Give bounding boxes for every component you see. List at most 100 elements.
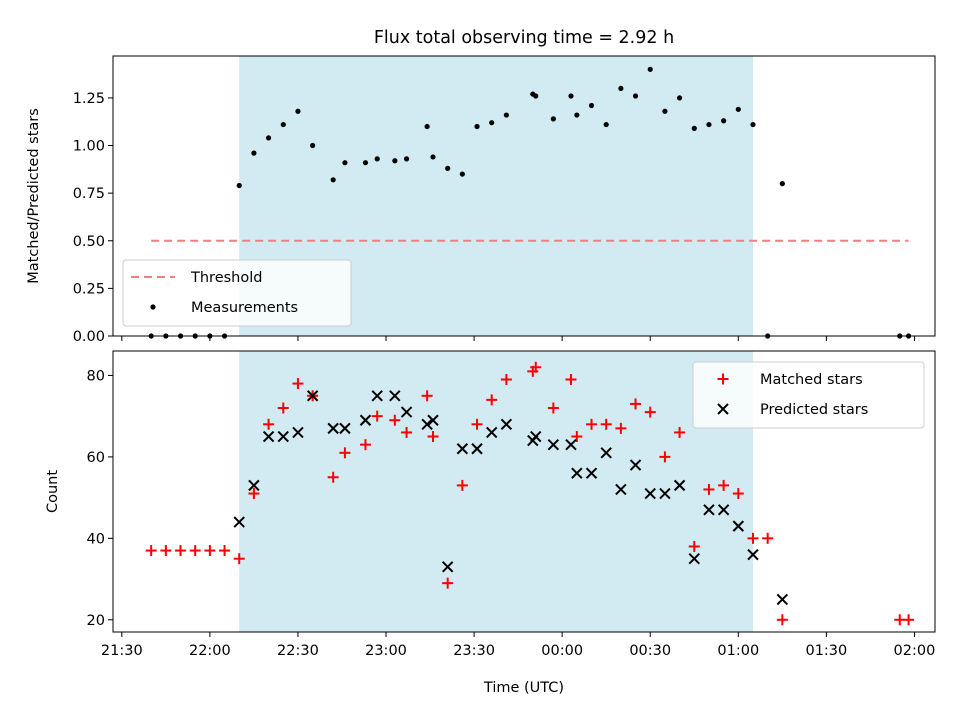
predicted-star-point bbox=[427, 414, 439, 426]
predicted-star-point bbox=[629, 459, 642, 471]
measurement-point bbox=[489, 120, 495, 126]
measurement-point bbox=[721, 118, 727, 124]
legend-predicted-swatch bbox=[717, 403, 729, 415]
bottom-y-tick-label: 20 bbox=[87, 613, 105, 629]
predicted-star-point bbox=[500, 418, 513, 431]
x-tick-label: 00:00 bbox=[541, 643, 583, 659]
predicted-star-point bbox=[585, 467, 598, 479]
bottom-legend-box bbox=[692, 361, 925, 429]
legend-matched-swatch bbox=[717, 373, 729, 385]
measurement-point bbox=[735, 106, 741, 112]
top-y-tick-label: 1.00 bbox=[73, 139, 105, 155]
predicted-star-point bbox=[571, 467, 583, 479]
predicted-star-point bbox=[673, 479, 686, 492]
measurement-point bbox=[568, 93, 574, 99]
predicted-star-point bbox=[359, 414, 372, 426]
measurement-point bbox=[706, 121, 712, 128]
predicted-star-point bbox=[547, 438, 560, 451]
measurement-point bbox=[533, 93, 539, 99]
predicted-star-point bbox=[747, 548, 759, 561]
matched-star-point bbox=[776, 614, 788, 626]
x-axis-label: Time (UTC) bbox=[483, 680, 564, 696]
matched-star-point bbox=[421, 390, 433, 402]
measurement-point bbox=[588, 102, 595, 109]
bottom-y-tick-label: 40 bbox=[87, 531, 105, 547]
measurement-point bbox=[251, 150, 257, 156]
matched-star-point bbox=[703, 483, 715, 495]
bottom-chart-panel: 20 40 60 80 21:30 22:00 22:30 23:00 23:30 00:00 0… bbox=[45, 350, 936, 696]
predicted-star-point bbox=[688, 552, 700, 565]
predicted-star-point bbox=[615, 483, 627, 496]
top-y-tick-label: 0.25 bbox=[73, 281, 105, 297]
matched-star-point bbox=[263, 418, 275, 430]
matched-star-point bbox=[486, 394, 498, 406]
matched-star-point bbox=[762, 532, 774, 544]
matched-star-point bbox=[401, 426, 413, 438]
matched-star-point bbox=[145, 545, 157, 557]
matched-star-point bbox=[371, 410, 383, 422]
chart-title: Flux total observing time = 2.92 h bbox=[374, 28, 674, 48]
matched-star-point bbox=[327, 471, 339, 483]
predicted-star-point bbox=[717, 504, 730, 516]
matched-star-point bbox=[644, 406, 656, 418]
x-tick-label: 02:00 bbox=[894, 643, 936, 659]
predicted-star-point bbox=[441, 561, 454, 573]
predicted-star-point bbox=[565, 438, 577, 451]
top-y-tick-label: 1.25 bbox=[73, 91, 105, 107]
measurement-point bbox=[392, 158, 398, 164]
bottom-y-tick-label: 60 bbox=[87, 450, 105, 466]
matched-star-point bbox=[530, 361, 542, 373]
matched-star-point bbox=[442, 577, 454, 589]
x-tick-label: 22:30 bbox=[277, 643, 319, 659]
predicted-star-point bbox=[471, 443, 483, 455]
matched-star-point bbox=[248, 488, 260, 500]
predicted-star-point bbox=[339, 422, 351, 435]
x-tick-label: 01:30 bbox=[805, 643, 847, 659]
measurement-point bbox=[676, 95, 683, 101]
bottom-y-axis-label: Count bbox=[45, 470, 61, 513]
measurement-point bbox=[445, 165, 451, 171]
matched-star-point bbox=[339, 447, 351, 459]
predicted-star-point bbox=[371, 390, 383, 402]
matched-star-point bbox=[565, 374, 577, 386]
measurement-point bbox=[474, 123, 480, 130]
top-y-tick-label: 0.50 bbox=[73, 234, 105, 250]
top-legend-box bbox=[122, 259, 352, 327]
predicted-star-point bbox=[400, 406, 413, 418]
predicted-star-point bbox=[277, 430, 289, 443]
predicted-star-point bbox=[292, 426, 304, 439]
measurement-point bbox=[424, 123, 430, 130]
matched-star-point bbox=[292, 378, 304, 390]
measurement-point bbox=[342, 160, 348, 166]
predicted-star-point bbox=[659, 487, 671, 500]
predicted-star-point bbox=[456, 443, 469, 455]
measurement-point bbox=[362, 160, 369, 166]
matched-star-point bbox=[571, 431, 583, 443]
measurement-point bbox=[632, 93, 639, 99]
legend-measurements-label: Measurements bbox=[191, 300, 298, 316]
legend-threshold-label: Threshold bbox=[190, 270, 262, 286]
predicted-star-point bbox=[703, 504, 715, 516]
predicted-star-point bbox=[233, 516, 245, 528]
matched-star-point bbox=[277, 402, 289, 414]
bottom-axes-frame bbox=[112, 350, 936, 633]
predicted-star-point bbox=[306, 390, 319, 402]
x-tick-label: 23:30 bbox=[453, 643, 495, 659]
matched-star-point bbox=[547, 402, 559, 414]
measurement-point bbox=[662, 108, 668, 114]
bottom-legend: Matched stars Predicted stars bbox=[692, 361, 925, 429]
matched-star-point bbox=[586, 418, 598, 430]
top-axes-frame bbox=[112, 55, 936, 337]
matched-star-point bbox=[688, 540, 700, 552]
predicted-star-point bbox=[262, 430, 275, 443]
measurement-point bbox=[280, 121, 286, 128]
matched-star-point bbox=[427, 431, 439, 443]
x-tick-label: 23:00 bbox=[365, 643, 407, 659]
top-chart-panel: 0.00 0.25 0.50 0.75 1.00 1.25 Flux total obse… bbox=[26, 28, 936, 345]
matched-star-point bbox=[160, 545, 172, 557]
measurement-point bbox=[430, 154, 436, 160]
matched-star-point bbox=[630, 398, 642, 410]
matched-star-point bbox=[359, 439, 371, 451]
matched-star-point bbox=[233, 553, 245, 565]
